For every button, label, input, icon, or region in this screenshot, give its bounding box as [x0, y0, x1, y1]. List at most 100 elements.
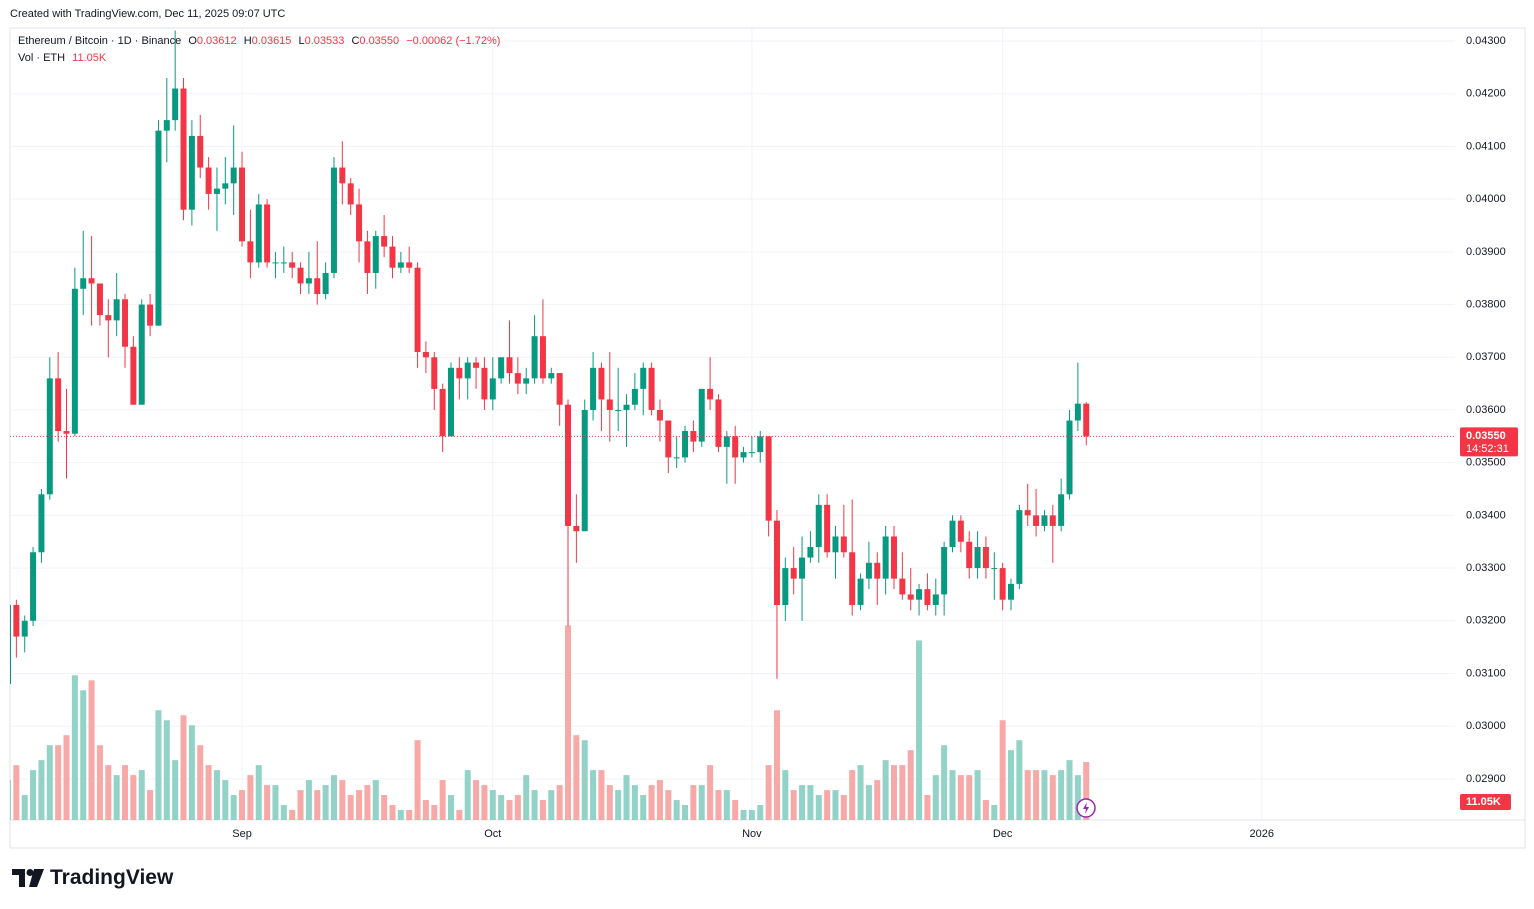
volume-bar — [130, 775, 137, 820]
legend-value: 0.03615 — [251, 35, 292, 47]
volume-bar — [305, 780, 312, 820]
candle-body — [1066, 420, 1073, 495]
candle-body — [648, 367, 655, 410]
volume-bar — [1024, 770, 1031, 820]
volume-bar — [966, 775, 973, 820]
candle-body — [239, 167, 246, 242]
volume-bar — [439, 780, 446, 820]
candle-body — [155, 130, 162, 326]
candle-body — [30, 552, 37, 621]
volume-bar — [289, 810, 296, 820]
volume-bar — [255, 765, 262, 820]
volume-bar — [899, 765, 906, 820]
volume-bar — [356, 790, 363, 820]
volume-bar — [698, 785, 705, 820]
candle-body — [456, 367, 463, 379]
candle-body — [840, 536, 847, 553]
volume-bar — [832, 790, 839, 820]
volume-bar — [640, 795, 647, 820]
volume-bar — [523, 775, 530, 820]
volume-bar — [247, 775, 254, 820]
candle-body — [330, 167, 337, 273]
volume-bar — [539, 800, 546, 820]
candle-body — [80, 278, 87, 289]
candle-body — [205, 167, 212, 194]
volume-bar — [239, 790, 246, 820]
legend: Ethereum / Bitcoin · 1D · Binance O0.036… — [18, 35, 504, 47]
candle-body — [356, 204, 363, 242]
axes: 0.02900 0.03000 0.03100 0.03200 0.03300 0.034… — [232, 35, 1518, 840]
volume-bar — [815, 795, 822, 820]
volume-bar — [907, 750, 914, 820]
candle-body — [147, 304, 154, 326]
candle-body — [372, 236, 379, 273]
volume-bar — [1041, 770, 1048, 820]
candle-body — [631, 388, 638, 405]
volume-bar — [96, 745, 103, 820]
legend-value: 0.03533 — [304, 35, 345, 47]
brand-name: TradingView — [50, 866, 174, 889]
volume-bar — [581, 740, 588, 820]
volume-bar — [765, 765, 772, 820]
candle-body — [389, 246, 396, 268]
candle-body — [63, 431, 70, 434]
candle-body — [1083, 403, 1090, 437]
brand-icon — [12, 869, 44, 887]
volume-bar — [748, 810, 755, 820]
volume-bar — [615, 790, 622, 820]
candle-body — [640, 367, 647, 389]
candle-body — [1049, 515, 1056, 526]
volume-bar — [757, 805, 764, 820]
candle-body — [765, 436, 772, 521]
y-tick-label: 0.03300 — [1466, 562, 1506, 574]
candle-body — [305, 278, 312, 284]
candle-body — [715, 399, 722, 447]
candle-body — [414, 267, 421, 353]
volume-bar — [606, 785, 613, 820]
volume-bar — [974, 770, 981, 820]
volume-bar — [1016, 740, 1023, 820]
volume-bar — [1049, 775, 1056, 820]
volume-bar — [222, 780, 229, 820]
legend-label: O — [188, 35, 197, 47]
candle-body — [957, 520, 964, 542]
plot-area — [10, 30, 1455, 820]
candle-body — [590, 367, 597, 410]
volume-badge — [1460, 794, 1511, 810]
y-tick-label: 0.04200 — [1466, 88, 1506, 100]
volume-bar — [1058, 770, 1065, 820]
volume-bar — [88, 680, 95, 820]
volume-bar — [1066, 760, 1073, 820]
volume-bar — [163, 720, 170, 820]
volume-bar — [874, 780, 881, 820]
volume-bar — [682, 805, 689, 820]
candle-body — [96, 283, 103, 316]
candle-body — [1024, 510, 1031, 516]
candle-body — [899, 578, 906, 595]
candle-body — [222, 183, 229, 189]
candle-body — [13, 604, 20, 637]
candle-body — [573, 525, 580, 532]
candle-body — [773, 520, 780, 605]
volume-title: Vol · ETH — [18, 52, 66, 64]
legend-label: C — [351, 35, 360, 47]
volume-bar — [999, 720, 1006, 820]
candle-body — [707, 388, 714, 400]
x-tick-label: 2026 — [1250, 828, 1274, 840]
volume-bar — [598, 770, 605, 820]
candle-body — [88, 278, 95, 284]
candle-body — [1008, 583, 1015, 600]
volume-bar — [21, 795, 28, 820]
volume-bar — [857, 765, 864, 820]
last-price-badge — [1460, 427, 1518, 457]
candle-body — [197, 135, 204, 168]
y-tick-label: 0.03600 — [1466, 404, 1506, 416]
candle-body — [130, 346, 137, 405]
candle-body — [556, 373, 563, 405]
candle-body — [807, 547, 814, 558]
event-icon-bolt — [1083, 802, 1089, 814]
volume-bar — [849, 770, 856, 820]
y-tick-label: 0.03100 — [1466, 667, 1506, 679]
volume-bar — [489, 790, 496, 820]
